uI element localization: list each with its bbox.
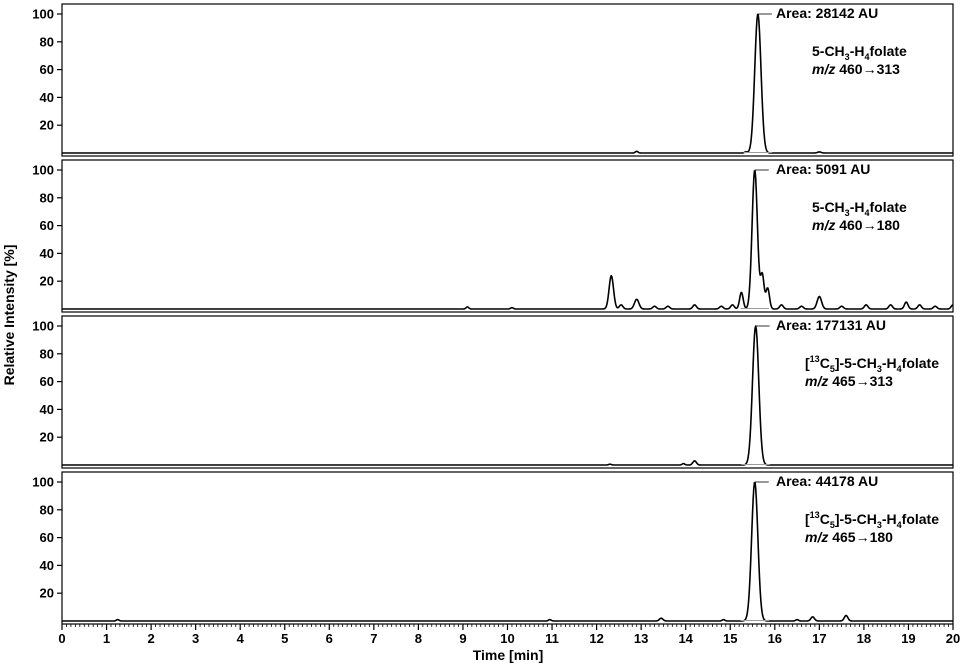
x-tick-label: 15 xyxy=(723,631,737,646)
x-tick-label: 20 xyxy=(946,631,960,646)
y-tick-label: 20 xyxy=(40,586,54,601)
y-tick-label: 40 xyxy=(40,558,54,573)
x-tick-label: 19 xyxy=(901,631,915,646)
transition-label: m/z 460→313 xyxy=(812,61,900,77)
y-tick-label: 100 xyxy=(32,475,54,490)
x-tick-label: 4 xyxy=(237,631,245,646)
x-tick-label: 16 xyxy=(768,631,782,646)
panel-4: 20 40 60 80 100 Area: 44178 AU [13C5]-5-CH3-H4… xyxy=(32,471,954,625)
y-tick-label: 20 xyxy=(40,274,54,289)
x-tick-label: 11 xyxy=(545,631,559,646)
chromatogram-trace xyxy=(61,170,954,310)
x-axis-title: Time [min] xyxy=(473,647,544,663)
panel-1: 20 40 60 80 100 Area: 28142 AU 5-CH3-H4folatem… xyxy=(32,3,954,157)
y-tick-label: 40 xyxy=(40,90,54,105)
y-tick-label: 100 xyxy=(32,163,54,178)
compound-label: 5-CH3-H4folate xyxy=(812,199,907,218)
y-tick-label: 60 xyxy=(40,218,54,233)
y-tick-label: 100 xyxy=(32,7,54,22)
chromatogram-trace xyxy=(61,481,954,622)
x-tick-label: 9 xyxy=(459,631,466,646)
compound-label: [13C5]-5-CH3-H4folate xyxy=(805,354,939,374)
x-tick-label: 0 xyxy=(58,631,65,646)
chromatogram-trace xyxy=(61,325,954,466)
peak-area-label: Area: 28142 AU xyxy=(776,5,878,21)
transition-label: m/z 460→180 xyxy=(812,217,900,233)
chromatogram-trace xyxy=(61,13,954,154)
y-tick-label: 60 xyxy=(40,530,54,545)
y-tick-label: 60 xyxy=(40,62,54,77)
x-tick-label: 7 xyxy=(370,631,377,646)
peak-area-label: Area: 5091 AU xyxy=(776,161,870,177)
compound-label: [13C5]-5-CH3-H4folate xyxy=(805,510,939,530)
x-tick-label: 10 xyxy=(500,631,514,646)
compound-label: 5-CH3-H4folate xyxy=(812,43,907,62)
x-tick-label: 2 xyxy=(147,631,154,646)
panel-frame xyxy=(61,315,954,469)
panel-frame xyxy=(61,159,954,313)
y-tick-label: 40 xyxy=(40,246,54,261)
x-tick-label: 8 xyxy=(415,631,422,646)
transition-label: m/z 465→180 xyxy=(805,529,893,545)
x-tick-label: 18 xyxy=(857,631,871,646)
x-axis: 0 1 2 3 4 5 6 7 8 9 10 11 12 13 14 15 16 17 18 19 20 xyxy=(58,624,960,646)
x-tick-label: 12 xyxy=(589,631,603,646)
peak-area-label: Area: 44178 AU xyxy=(776,473,878,489)
x-tick-label: 1 xyxy=(103,631,110,646)
panel-3: 20 40 60 80 100 Area: 177131 AU [13C5]-5-CH3-H… xyxy=(32,315,954,469)
y-axis-title: Relative Intensity [%] xyxy=(1,245,17,386)
y-tick-label: 80 xyxy=(40,346,54,361)
x-tick-label: 6 xyxy=(326,631,333,646)
panel-frame xyxy=(61,471,954,625)
y-tick-label: 80 xyxy=(40,190,54,205)
y-tick-label: 100 xyxy=(32,319,54,334)
y-tick-label: 80 xyxy=(40,34,54,49)
y-tick-label: 80 xyxy=(40,502,54,517)
x-tick-label: 3 xyxy=(192,631,199,646)
x-tick-label: 13 xyxy=(634,631,648,646)
peak-area-label: Area: 177131 AU xyxy=(776,317,886,333)
y-tick-label: 20 xyxy=(40,430,54,445)
x-tick-label: 5 xyxy=(281,631,288,646)
panel-2: 20 40 60 80 100 Area: 5091 AU 5-CH3-H4folatem/… xyxy=(32,159,954,313)
transition-label: m/z 465→313 xyxy=(805,373,893,389)
x-tick-label: 17 xyxy=(812,631,826,646)
panel-frame xyxy=(61,3,954,157)
y-tick-label: 40 xyxy=(40,402,54,417)
y-tick-label: 20 xyxy=(40,118,54,133)
x-tick-label: 14 xyxy=(678,631,693,646)
y-tick-label: 60 xyxy=(40,374,54,389)
